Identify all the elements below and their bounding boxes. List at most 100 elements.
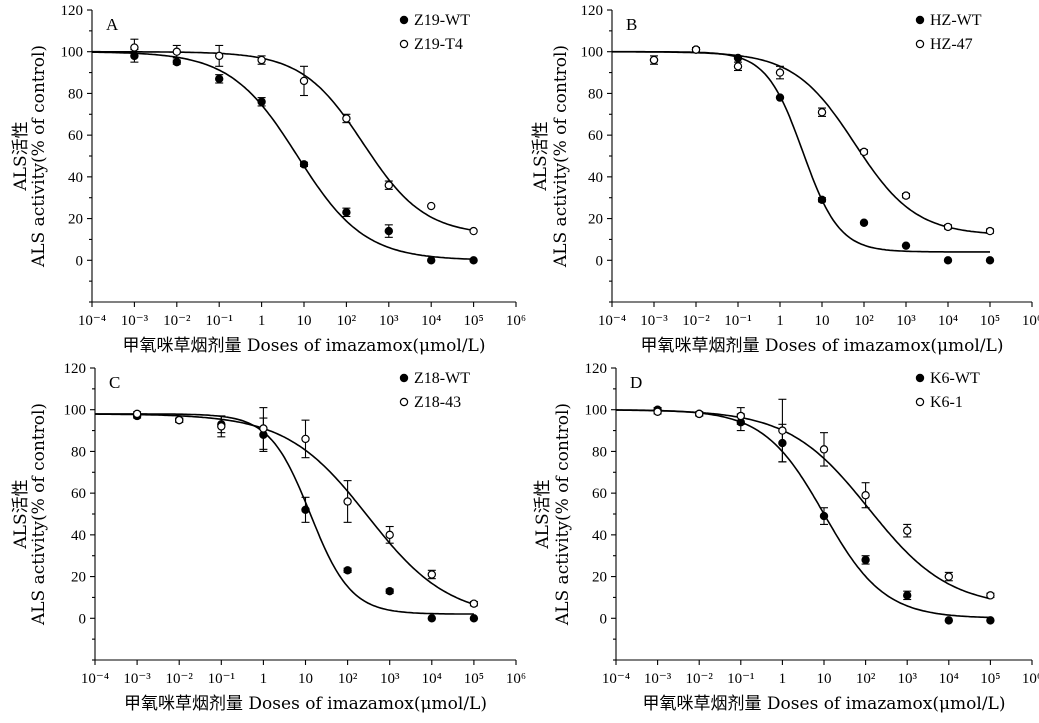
x-tick-label: 10⁻¹ xyxy=(724,313,751,329)
data-point xyxy=(385,586,394,596)
y-tick-label: 60 xyxy=(68,128,83,144)
data-point xyxy=(214,74,224,84)
x-tick-label: 10⁻² xyxy=(165,671,193,687)
fit-curve xyxy=(95,413,475,606)
x-tick-label: 10² xyxy=(854,313,874,329)
data-point xyxy=(985,226,995,236)
x-tick-label: 10⁶ xyxy=(506,313,526,329)
data-point xyxy=(819,511,829,521)
x-tick-label: 10⁻¹ xyxy=(205,313,232,329)
x-axis-title: 甲氧咪草烟剂量 Doses of imazamox(μmol/L) xyxy=(641,336,1004,356)
x-tick-label: 10⁻⁴ xyxy=(602,671,630,687)
y-axis-title: ALS activity(% of control) xyxy=(551,45,571,268)
x-tick-label: 10⁻² xyxy=(163,313,191,329)
y-tick-label: 60 xyxy=(592,486,607,502)
fit-curve xyxy=(616,409,991,619)
data-point xyxy=(775,93,785,102)
x-tick-label: 10⁴ xyxy=(421,313,441,329)
x-tick-label: 10⁶ xyxy=(506,671,526,687)
x-tick-label: 1 xyxy=(776,313,784,329)
series-k6-1: K6-1 xyxy=(616,394,995,600)
data-point xyxy=(733,62,743,71)
data-point xyxy=(301,505,310,515)
x-tick-label: 10³ xyxy=(380,671,400,687)
legend-label: K6-WT xyxy=(930,370,980,387)
panel-label: D xyxy=(630,373,642,392)
data-point xyxy=(427,256,436,265)
x-axis-title: 甲氧咪草烟剂量 Doses of imazamox(μmol/L) xyxy=(643,694,1006,714)
x-tick-label: 10³ xyxy=(897,671,917,687)
chart-panel-a: 0 20 40 60 80 100 120 10⁻⁴ 10⁻³ 10⁻² 10⁻¹ 1 10 10² 10³… xyxy=(11,3,526,356)
y-tick-label: 40 xyxy=(71,528,86,544)
fit-curve xyxy=(95,413,474,615)
chart-panel-c: 0 20 40 60 80 100 120 10⁻⁴ 10⁻³ 10⁻² 10⁻¹ 1 10 10² 10³… xyxy=(11,361,526,714)
data-point xyxy=(943,256,953,265)
series-hz-wt: HZ-WT xyxy=(612,12,995,265)
legend-label: Z19-WT xyxy=(414,12,470,29)
fit-curve xyxy=(616,409,991,600)
data-point xyxy=(214,51,224,61)
y-tick-label: 0 xyxy=(79,611,87,627)
x-tick-label: 10⁵ xyxy=(463,313,483,329)
x-tick-label: 10⁻³ xyxy=(640,313,668,329)
x-tick-label: 10³ xyxy=(379,313,399,329)
x-tick-label: 10⁻² xyxy=(685,671,713,687)
data-point xyxy=(257,55,266,65)
data-point xyxy=(944,616,954,625)
y-axis-title-cn: ALS活性 xyxy=(11,479,31,549)
data-point xyxy=(649,55,659,65)
data-point xyxy=(384,226,393,236)
legend-label: Z18-43 xyxy=(414,394,461,411)
y-tick-label: 120 xyxy=(64,361,87,377)
legend-marker xyxy=(399,15,409,25)
x-tick-label: 10⁵ xyxy=(980,313,1000,329)
fit-curve xyxy=(92,51,474,260)
data-point xyxy=(736,411,746,421)
y-tick-label: 0 xyxy=(600,611,608,627)
data-point xyxy=(343,497,352,506)
chart-panel-d: 0 20 40 60 80 100 120 10⁻⁴ 10⁻³ 10⁻² 10⁻¹ 1 10 10² 10³… xyxy=(533,361,1039,714)
x-tick-label: 10⁴ xyxy=(939,671,959,687)
data-point xyxy=(986,616,995,625)
legend-marker xyxy=(399,39,409,49)
legend-marker xyxy=(915,39,925,49)
x-tick-label: 10⁻³ xyxy=(123,671,151,687)
data-point xyxy=(775,68,785,77)
data-point xyxy=(257,97,266,106)
data-point xyxy=(653,407,662,416)
data-point xyxy=(985,256,995,265)
x-tick-label: 1 xyxy=(258,313,266,329)
y-tick-label: 80 xyxy=(592,444,607,460)
x-tick-label: 1 xyxy=(260,671,268,687)
data-point xyxy=(861,491,870,500)
y-tick-label: 0 xyxy=(76,253,84,269)
x-tick-label: 10⁻¹ xyxy=(727,671,754,687)
x-tick-label: 10⁻⁴ xyxy=(78,313,106,329)
data-point xyxy=(130,43,139,52)
data-point xyxy=(901,241,911,250)
legend-label: Z18-WT xyxy=(414,370,470,387)
x-tick-label: 10⁶ xyxy=(1022,313,1039,329)
legend-label: K6-1 xyxy=(930,394,963,411)
y-axis-title: ALS activity(% of control) xyxy=(553,403,573,626)
y-tick-label: 40 xyxy=(68,170,83,186)
x-tick-label: 10 xyxy=(297,313,312,329)
x-tick-label: 10⁻¹ xyxy=(208,671,235,687)
data-point xyxy=(901,191,911,200)
data-point xyxy=(299,76,309,86)
legend-marker xyxy=(915,397,925,407)
x-tick-label: 10⁻⁴ xyxy=(81,671,109,687)
y-tick-label: 120 xyxy=(585,361,608,377)
legend-marker xyxy=(399,373,409,383)
data-point xyxy=(469,256,478,265)
legend-marker xyxy=(915,373,925,383)
y-tick-label: 60 xyxy=(71,486,86,502)
y-tick-label: 100 xyxy=(581,45,604,61)
data-point xyxy=(343,566,352,575)
x-tick-label: 1 xyxy=(779,671,787,687)
x-tick-label: 10⁻³ xyxy=(644,671,672,687)
data-point xyxy=(299,160,309,169)
data-point xyxy=(944,572,954,581)
data-point xyxy=(469,614,479,623)
